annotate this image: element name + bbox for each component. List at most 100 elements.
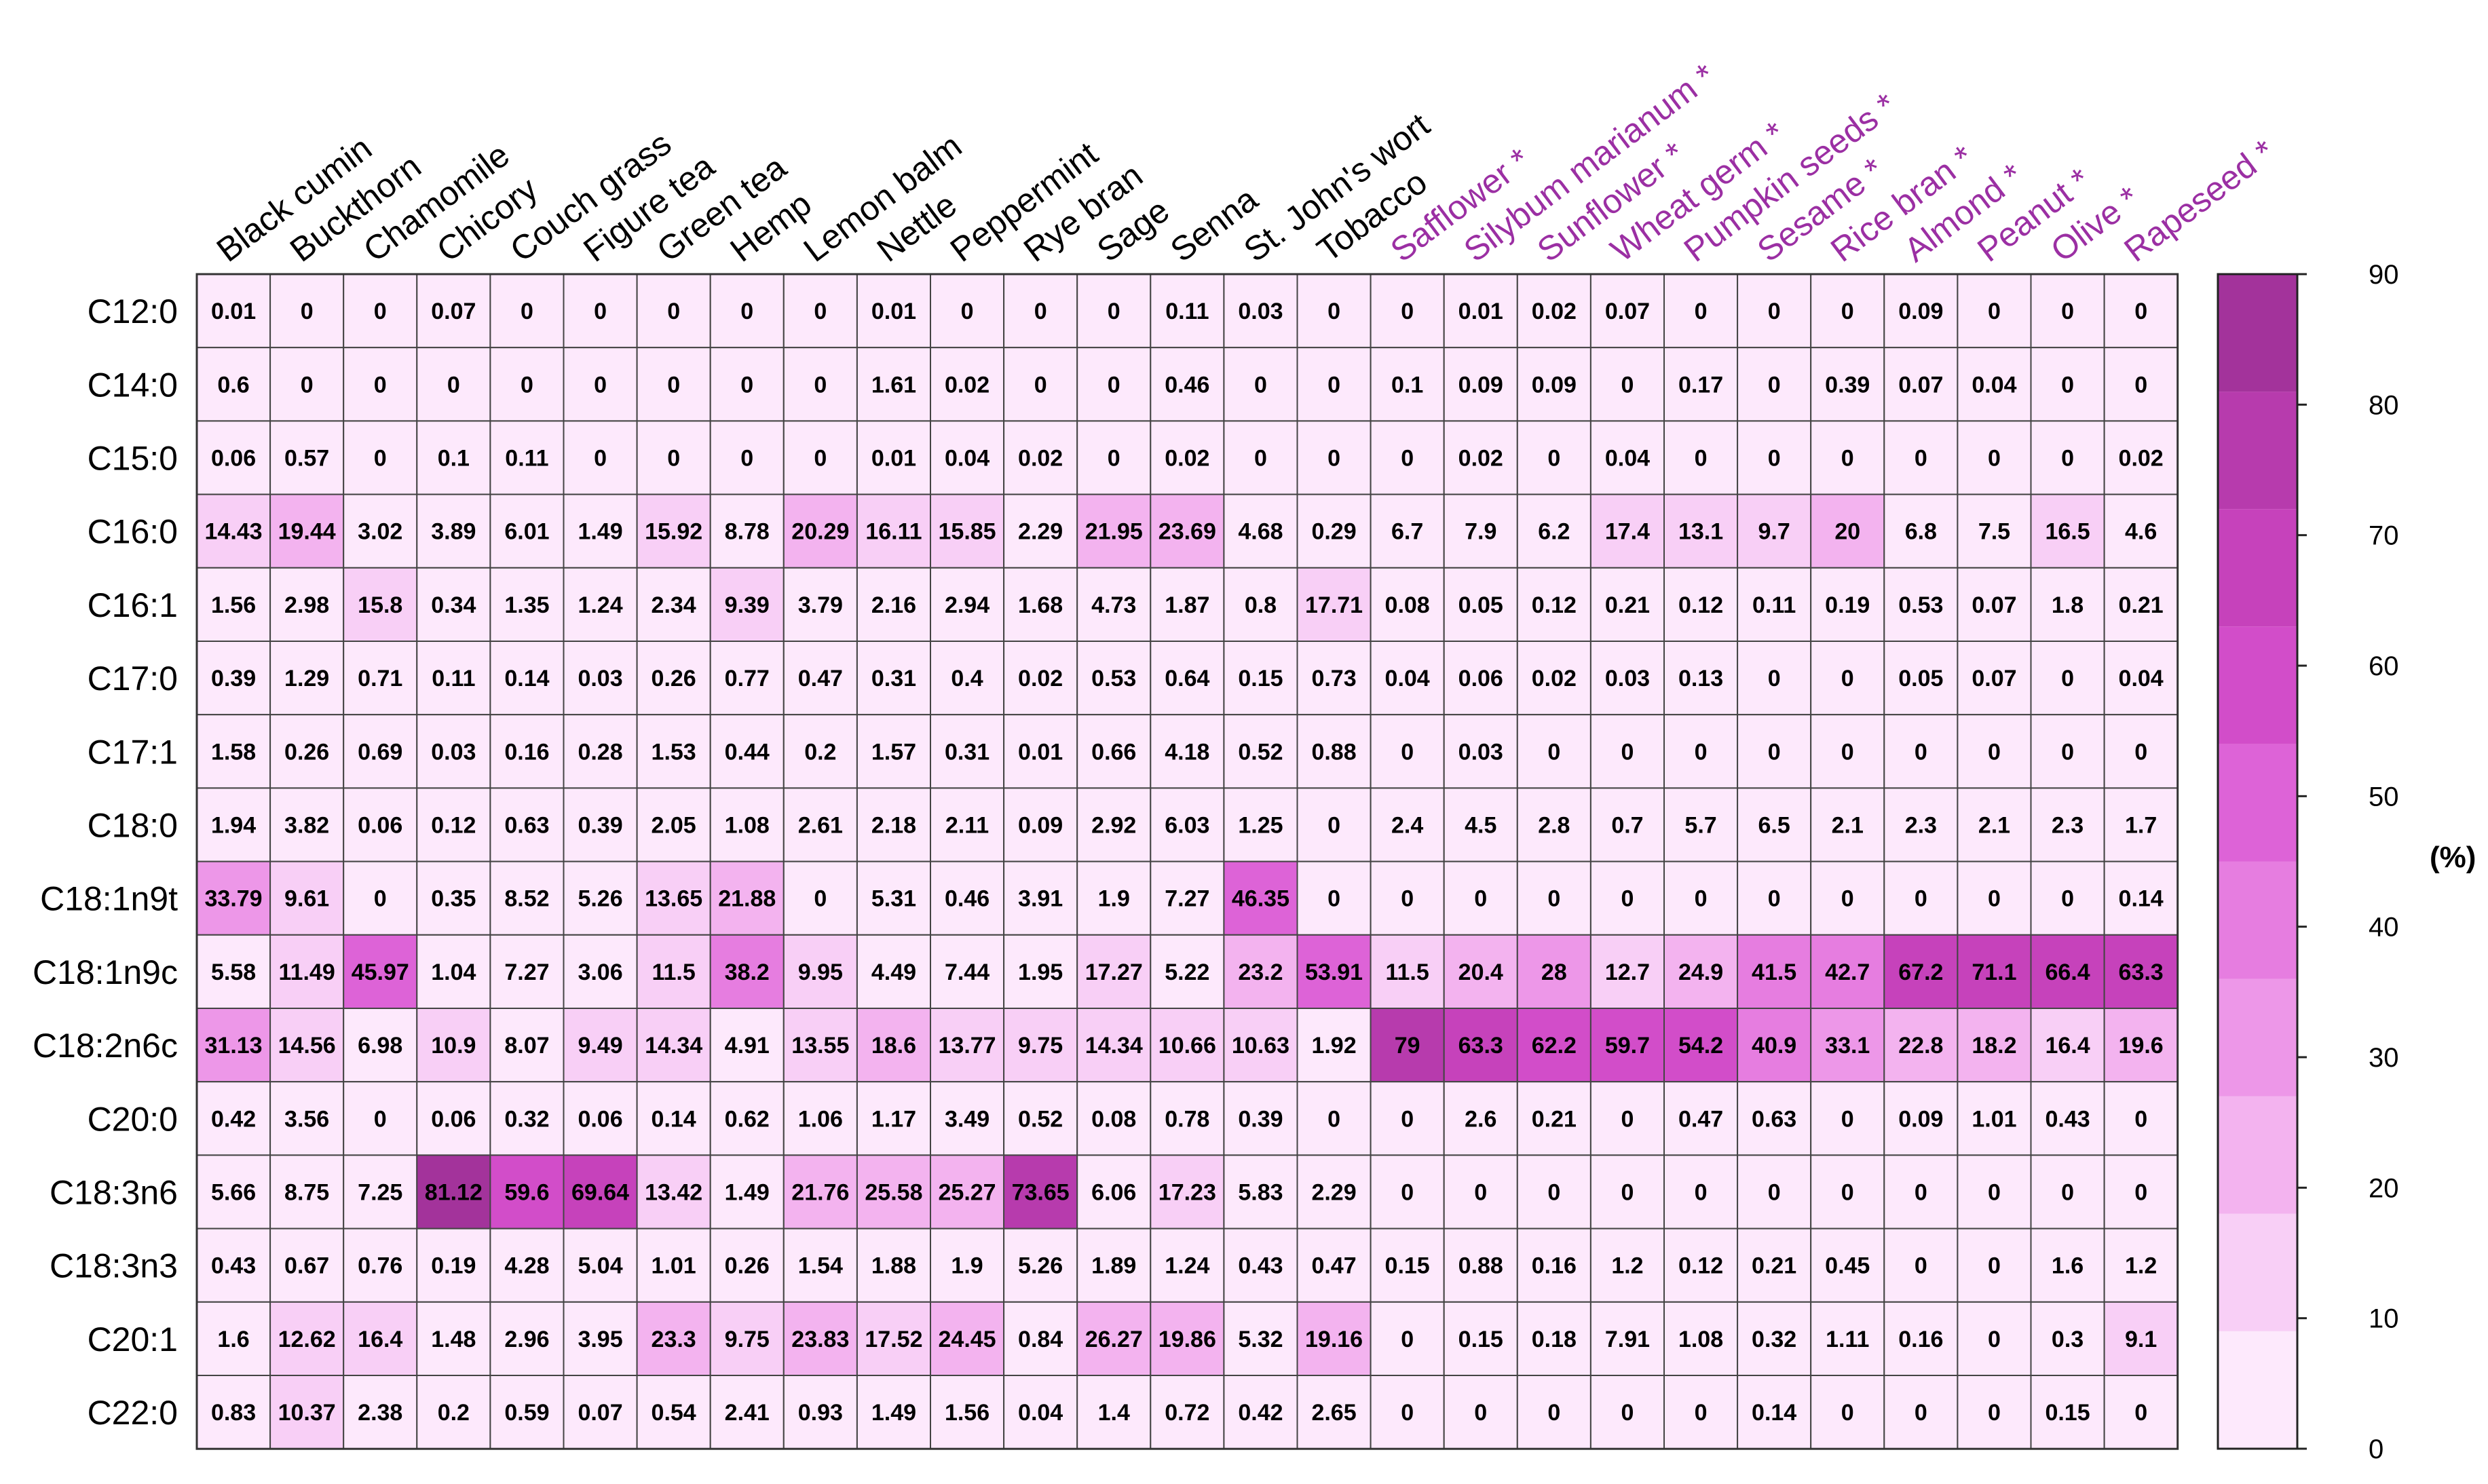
heatmap-cell [269, 1081, 345, 1156]
heatmap-cell [1883, 1375, 1959, 1450]
cell-value-label: 0 [1695, 1400, 1708, 1426]
heatmap-cell [1957, 714, 2032, 789]
colorbar-tick-label: 10 [2369, 1304, 2399, 1334]
cell-value-label: 0 [1768, 886, 1781, 912]
heatmap-cell [489, 1081, 565, 1156]
cell-value-label: 0.02 [2119, 446, 2164, 472]
cell-value-label: 0.12 [1532, 592, 1577, 618]
heatmap-cell [1223, 1301, 1298, 1377]
heatmap-cell [1589, 934, 1665, 1010]
cell-value-label: 1.24 [1165, 1253, 1209, 1279]
heatmap-cell [1370, 1228, 1445, 1303]
cell-value-label: 71.1 [1972, 959, 2016, 985]
cell-value-label: 9.75 [725, 1327, 770, 1352]
cell-value-label: 0 [374, 446, 387, 472]
cell-value-label: 1.6 [217, 1327, 249, 1352]
heatmap-cell [2103, 1301, 2179, 1377]
cell-value-label: 6.2 [1538, 519, 1570, 545]
cell-value-label: 0 [2134, 739, 2147, 765]
heatmap-cell [1223, 714, 1298, 789]
cell-value-label: 0.93 [798, 1400, 843, 1426]
cell-value-label: 14.34 [645, 1033, 702, 1059]
cell-value-label: 2.18 [871, 813, 916, 839]
heatmap-cell [1296, 273, 1372, 349]
cell-value-label: 0.01 [871, 446, 916, 472]
heatmap-cell [1810, 787, 1885, 862]
heatmap-cell [1150, 493, 1225, 569]
heatmap-cell [489, 1008, 565, 1083]
cell-value-label: 0 [2134, 372, 2147, 398]
heatmap-cell [1957, 787, 2032, 862]
heatmap-cell [1516, 347, 1591, 422]
cell-value-label: 2.6 [1465, 1106, 1496, 1132]
cell-value-label: 0.34 [431, 592, 476, 618]
cell-value-label: 11.5 [652, 959, 695, 985]
heatmap-cell [636, 1154, 711, 1230]
cell-value-label: 0.06 [211, 446, 256, 472]
cell-value-label: 0.14 [1752, 1400, 1796, 1426]
heatmap-cell [1076, 714, 1152, 789]
heatmap-cell [709, 641, 785, 716]
heatmap-cell [489, 714, 565, 789]
colorbar: 0 10 20 30 40 50 60 70 80 90 (%) [2217, 260, 2476, 1464]
cell-value-label: 0.04 [945, 446, 989, 472]
heatmap-cell [1150, 567, 1225, 642]
heatmap-cell [1150, 934, 1225, 1010]
heatmap-cell [1663, 860, 1739, 936]
heatmap-cell [563, 934, 638, 1010]
cell-value-label: 0 [2061, 446, 2074, 472]
cell-value-label: 0.46 [1165, 372, 1209, 398]
cell-value-label: 0.03 [1458, 739, 1503, 765]
cell-value-label: 0.16 [1532, 1253, 1577, 1279]
cell-value-label: 33.79 [205, 886, 263, 912]
cell-value-label: 0.03 [578, 666, 622, 691]
cell-value-label: 0 [1988, 739, 2001, 765]
cell-value-label: 7.91 [1605, 1327, 1650, 1352]
heatmap-cell [1516, 273, 1591, 349]
cell-value-label: 31.13 [205, 1033, 263, 1059]
heatmap-cell [269, 787, 345, 862]
cell-value-label: 0.71 [358, 666, 402, 691]
heatmap-cell [1003, 567, 1078, 642]
heatmap-cell [416, 1375, 491, 1450]
cell-value-label: 15.85 [939, 519, 996, 545]
cell-value-label: 0.06 [358, 813, 402, 839]
cell-value-label: 0 [1401, 886, 1414, 912]
cell-value-label: 0.14 [652, 1106, 696, 1132]
cell-value-label: 79 [1395, 1033, 1420, 1059]
cell-value-label: 0.47 [798, 666, 843, 691]
heatmap-cell [1810, 1081, 1885, 1156]
cell-value-label: 2.92 [1091, 813, 1136, 839]
cell-value-label: 1.95 [1018, 959, 1063, 985]
heatmap-cell [709, 493, 785, 569]
heatmap-cell [1810, 1301, 1885, 1377]
heatmap-cell [930, 1154, 1005, 1230]
cell-value-label: 0 [1841, 446, 1854, 472]
cell-value-label: 0 [594, 446, 607, 472]
cell-value-label: 1.49 [578, 519, 622, 545]
heatmap-cell [1370, 273, 1445, 349]
cell-value-label: 0.11 [505, 446, 548, 472]
heatmap-cell [856, 641, 932, 716]
cell-value-label: 5.26 [578, 886, 622, 912]
cell-value-label: 16.5 [2045, 519, 2090, 545]
heatmap-cell [1296, 641, 1372, 716]
heatmap-cell [709, 934, 785, 1010]
heatmap-cell [1663, 1081, 1739, 1156]
heatmap-cell [1076, 420, 1152, 495]
heatmap-cell [636, 934, 711, 1010]
cell-value-label: 33.1 [1825, 1033, 1870, 1059]
heatmap-cell [196, 1228, 271, 1303]
heatmap-cell [1223, 1081, 1298, 1156]
cell-value-label: 0 [2061, 666, 2074, 691]
heatmap-cell [269, 493, 345, 569]
cell-value-label: 6.06 [1091, 1180, 1136, 1206]
cell-value-label: 13.65 [645, 886, 702, 912]
heatmap-cell [1076, 567, 1152, 642]
cell-value-label: 13.77 [939, 1033, 996, 1059]
cell-value-label: 11.5 [1385, 959, 1429, 985]
heatmap-cell [1003, 1008, 1078, 1083]
cell-value-label: 24.45 [939, 1327, 996, 1352]
cell-value-label: 18.2 [1972, 1033, 2016, 1059]
cell-value-label: 19.16 [1305, 1327, 1363, 1352]
